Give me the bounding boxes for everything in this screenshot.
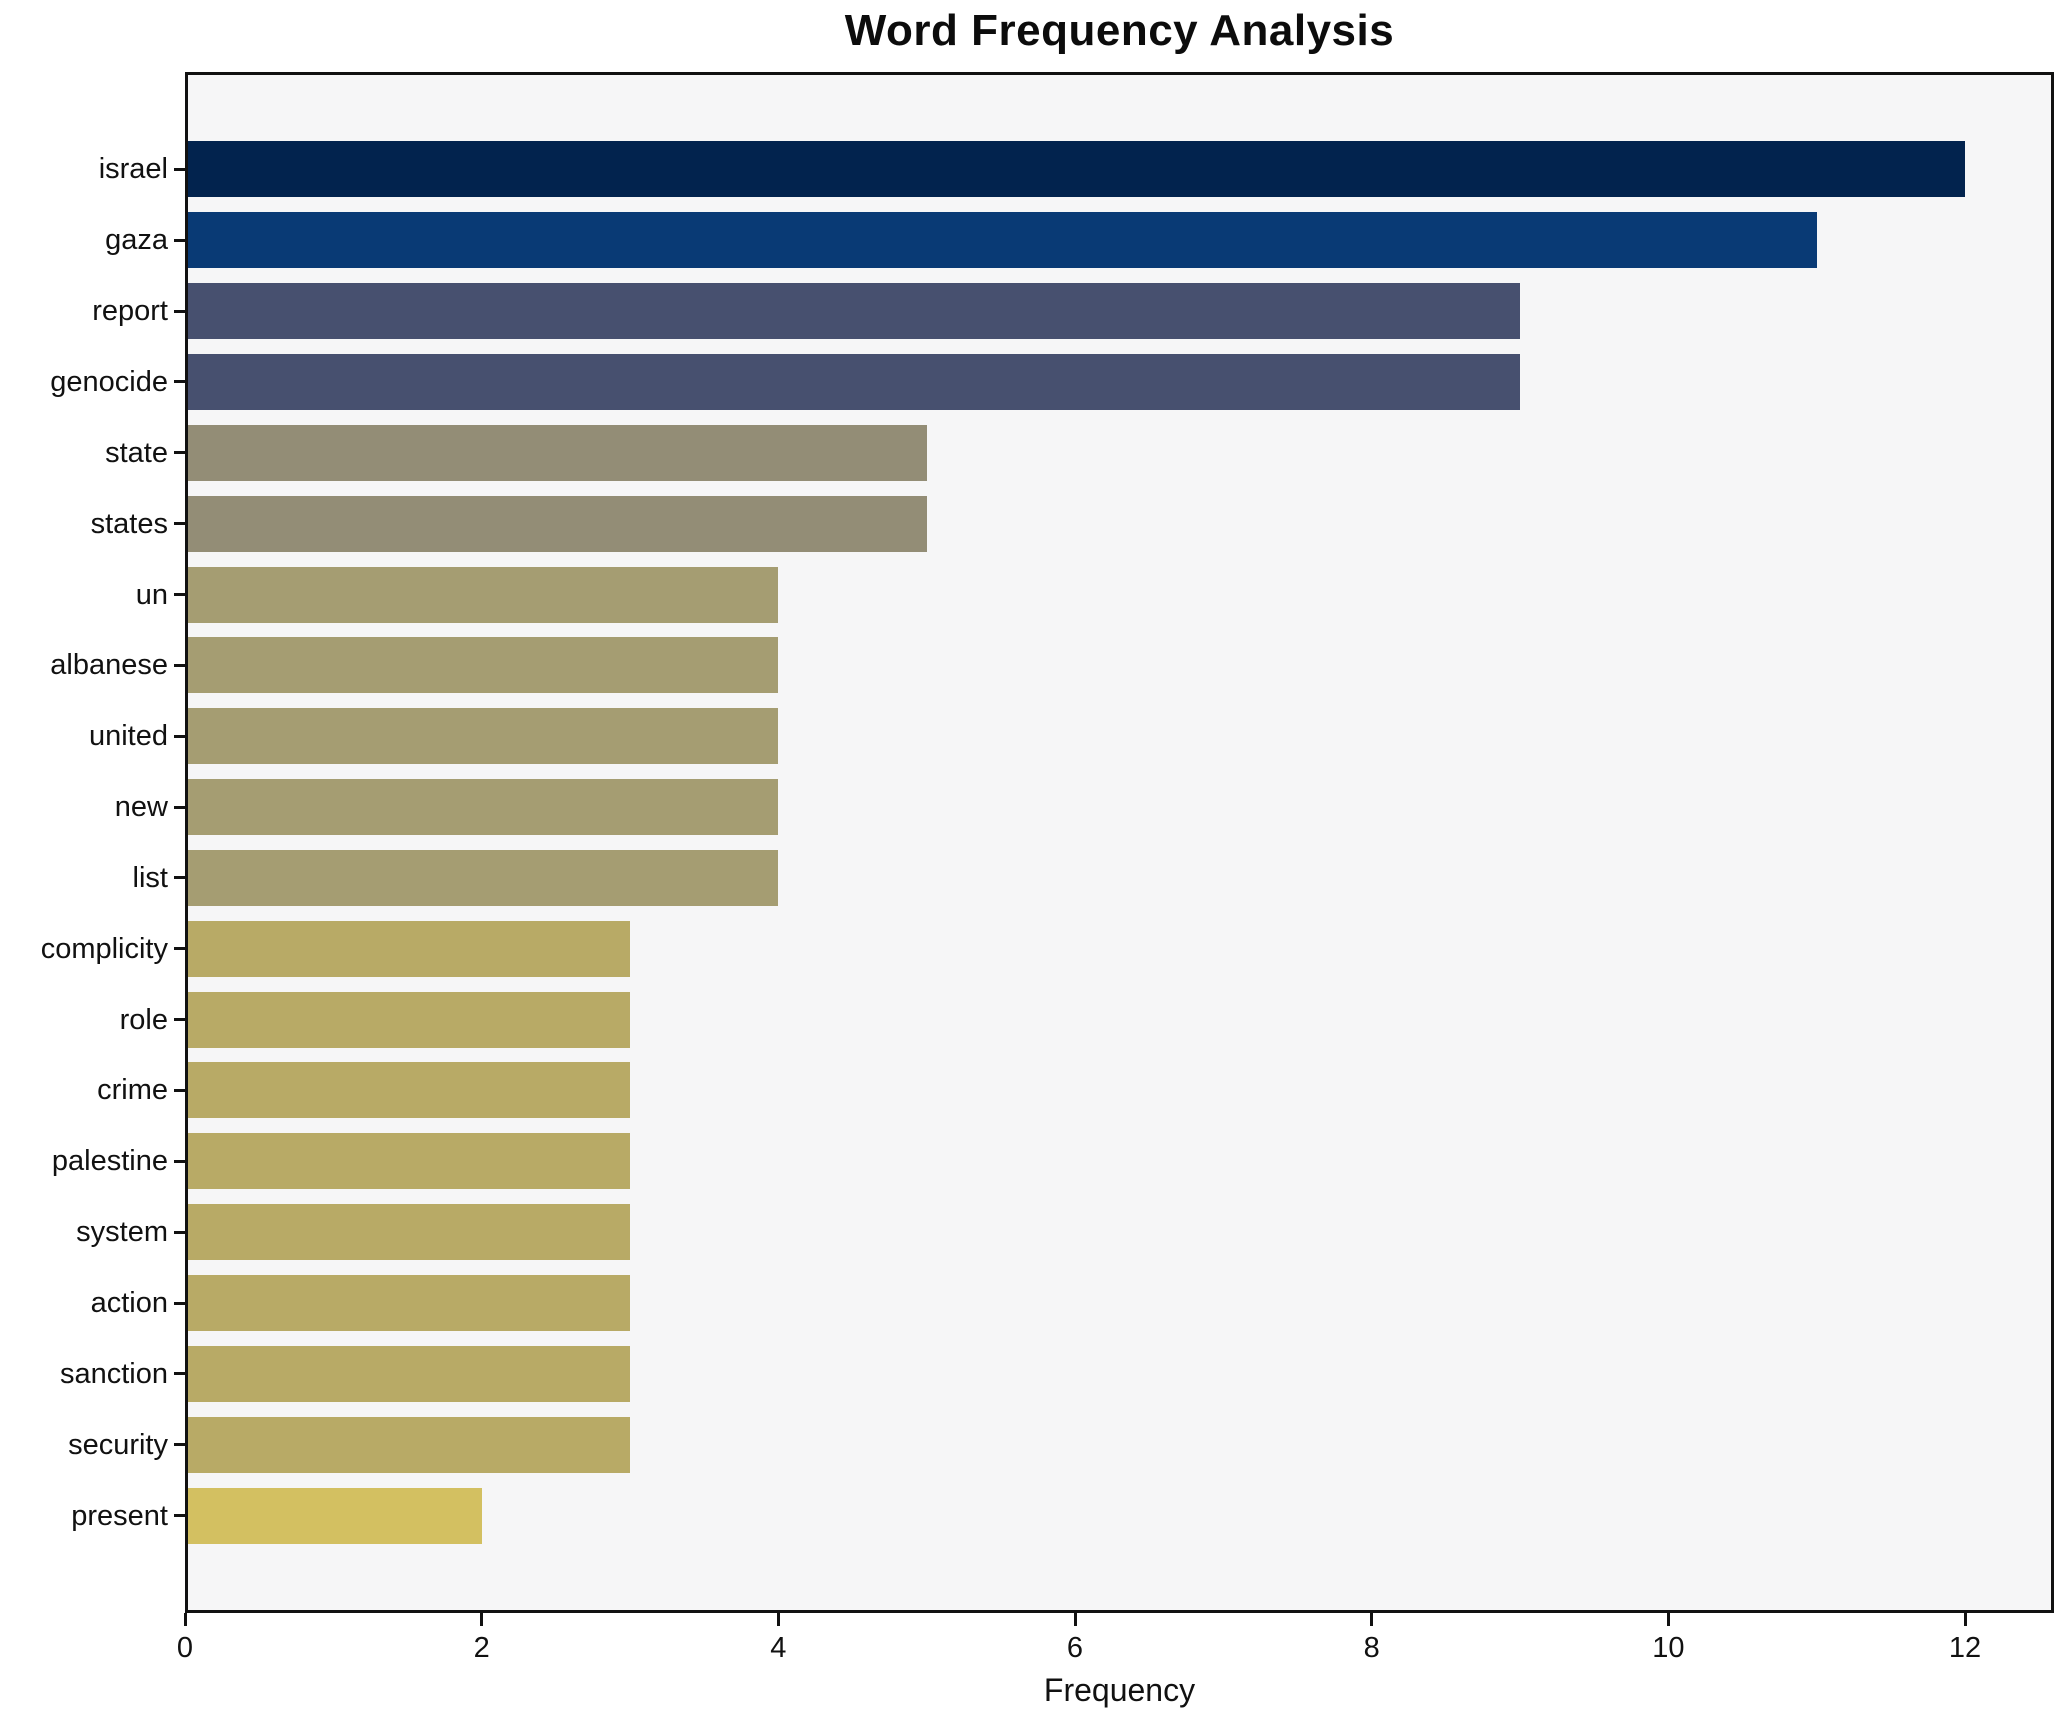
x-tick-label-12: 12 [1948, 1632, 1982, 1664]
x-axis-title: Frequency [1043, 1672, 1196, 1708]
y-tick-label-role: role [119, 1003, 168, 1036]
y-tick-mark-new [174, 805, 185, 809]
y-tick-mark-palestine [174, 1159, 185, 1163]
y-tick-mark-role [174, 1018, 185, 1022]
bar-genocide [185, 353, 1520, 410]
y-tick-label-gaza: gaza [105, 224, 168, 257]
y-tick-label-israel: israel [98, 153, 168, 186]
y-tick-label-states: states [90, 507, 168, 540]
x-tick-mark-4 [776, 1613, 780, 1626]
y-tick-mark-complicity [174, 947, 185, 951]
bar-list [185, 849, 779, 906]
x-tick-mark-12 [1963, 1613, 1967, 1626]
y-tick-mark-united [174, 734, 185, 738]
bar-role [185, 991, 630, 1048]
x-tick-label-8: 8 [1363, 1632, 1380, 1664]
x-tick-label-4: 4 [770, 1632, 787, 1664]
y-tick-label-security: security [68, 1428, 168, 1461]
y-tick-label-present: present [71, 1499, 168, 1532]
y-tick-mark-crime [174, 1088, 185, 1092]
bar-albanese [185, 637, 779, 694]
x-tick-mark-2 [480, 1613, 484, 1626]
y-tick-mark-un [174, 593, 185, 597]
bar-state [185, 424, 927, 481]
y-tick-mark-present [174, 1514, 185, 1518]
y-tick-mark-albanese [174, 663, 185, 667]
x-tick-label-2: 2 [473, 1632, 490, 1664]
bar-un [185, 566, 779, 623]
y-tick-label-complicity: complicity [40, 932, 168, 965]
x-tick-mark-10 [1666, 1613, 1670, 1626]
y-tick-mark-action [174, 1301, 185, 1305]
bar-israel [185, 141, 1965, 198]
x-tick-label-0: 0 [176, 1632, 194, 1664]
y-tick-label-list: list [132, 861, 168, 894]
y-tick-mark-state [174, 451, 185, 455]
y-tick-label-united: united [88, 720, 168, 753]
y-tick-mark-genocide [174, 380, 185, 384]
x-tick-mark-8 [1370, 1613, 1374, 1626]
x-tick-label-10: 10 [1652, 1632, 1685, 1664]
y-tick-mark-list [174, 876, 185, 880]
y-tick-mark-report [174, 309, 185, 313]
y-tick-label-albanese: albanese [50, 649, 168, 682]
bar-complicity [185, 920, 630, 977]
bar-states [185, 495, 927, 552]
y-tick-mark-gaza [174, 238, 185, 242]
y-tick-label-sanction: sanction [59, 1357, 168, 1390]
bar-system [185, 1204, 630, 1261]
y-tick-mark-sanction [174, 1372, 185, 1376]
y-tick-label-crime: crime [97, 1074, 168, 1107]
chart-title: Word Frequency Analysis [844, 6, 1395, 55]
bar-palestine [185, 1133, 630, 1190]
y-tick-label-report: report [92, 295, 168, 328]
y-tick-label-state: state [105, 436, 168, 469]
y-tick-mark-states [174, 522, 185, 526]
bar-united [185, 708, 779, 765]
bar-report [185, 283, 1520, 340]
y-tick-label-new: new [114, 791, 168, 824]
y-tick-mark-israel [174, 167, 185, 171]
y-tick-mark-security [174, 1443, 185, 1447]
y-tick-label-system: system [76, 1216, 168, 1249]
x-tick-mark-6 [1073, 1613, 1077, 1626]
y-tick-label-genocide: genocide [50, 365, 168, 398]
y-tick-label-un: un [135, 578, 168, 611]
bar-crime [185, 1062, 630, 1119]
bar-sanction [185, 1345, 630, 1402]
y-tick-mark-system [174, 1230, 185, 1234]
x-tick-label-6: 6 [1066, 1632, 1084, 1664]
bar-action [185, 1275, 630, 1332]
bar-present [185, 1487, 482, 1544]
y-tick-label-action: action [90, 1287, 168, 1320]
x-tick-mark-0 [183, 1613, 187, 1626]
bar-gaza [185, 212, 1817, 269]
bar-security [185, 1416, 630, 1473]
y-tick-label-palestine: palestine [51, 1145, 168, 1178]
bar-new [185, 779, 779, 836]
